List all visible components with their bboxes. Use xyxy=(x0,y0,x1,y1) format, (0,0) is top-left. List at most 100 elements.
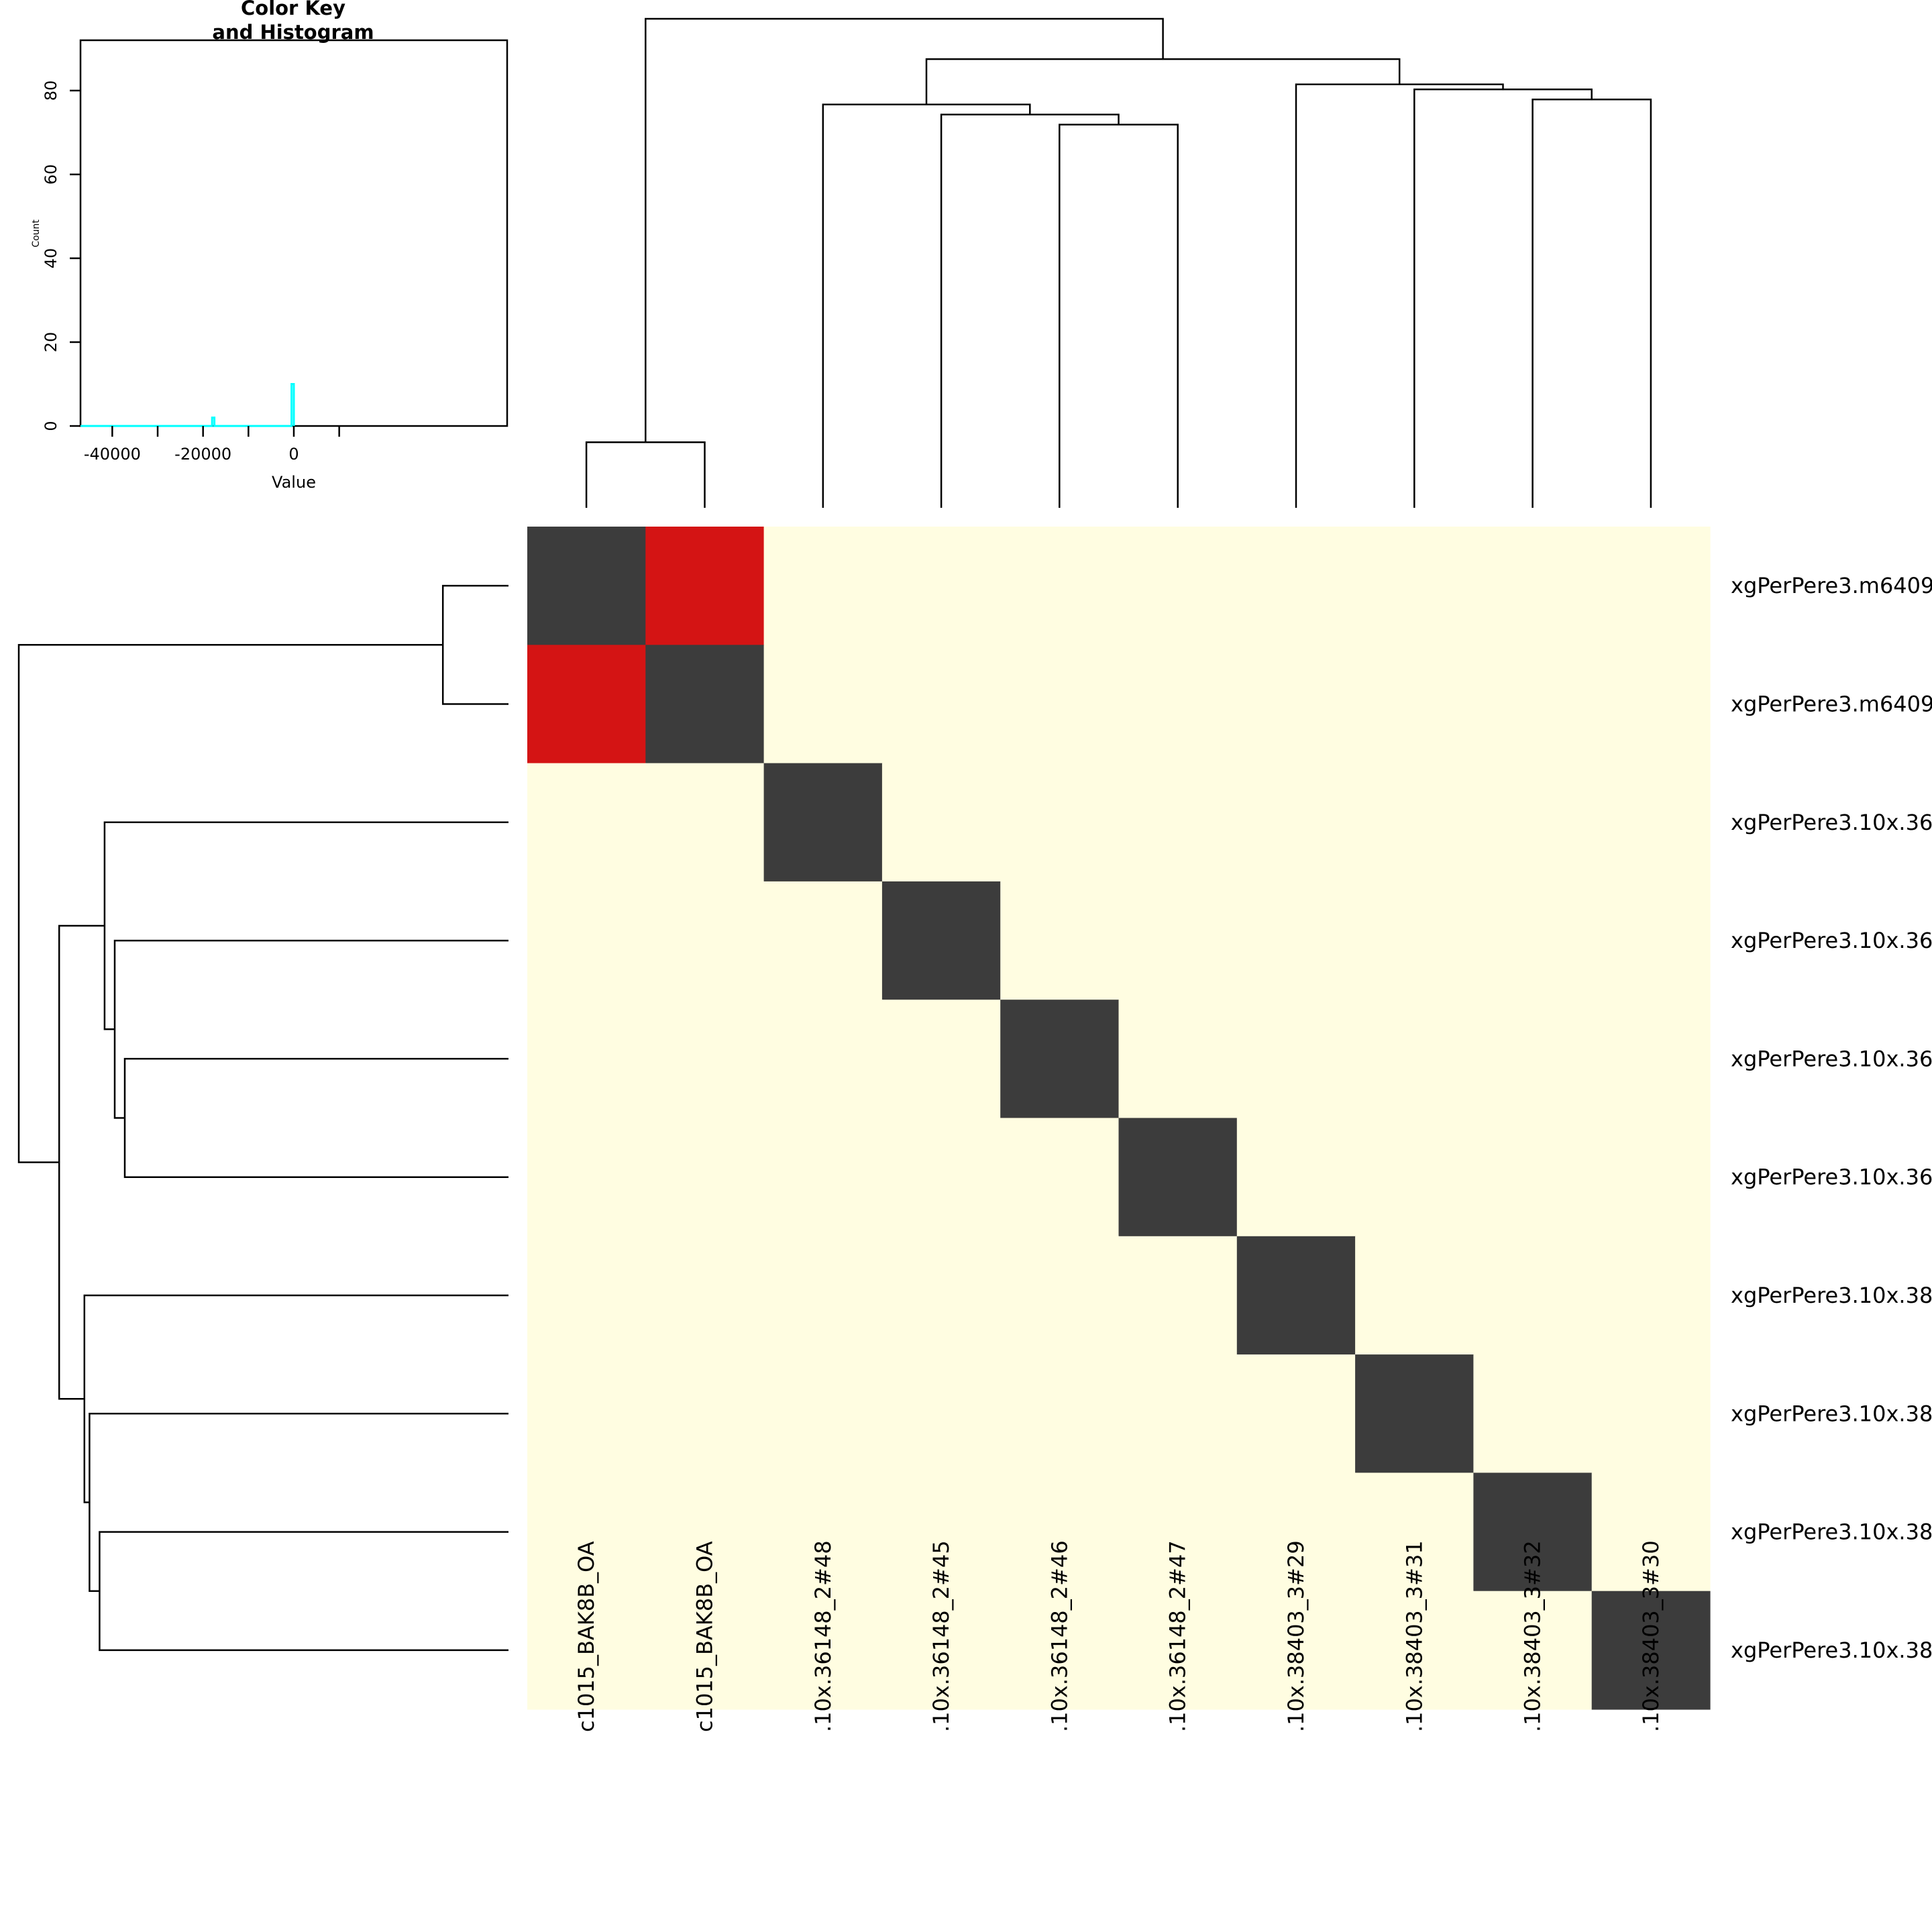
key-y-tick-label: 20 xyxy=(42,332,60,353)
heatmap-cell xyxy=(881,881,1001,1000)
heatmap-cell xyxy=(1355,1591,1474,1710)
key-y-tick-label: 40 xyxy=(42,248,60,269)
heatmap-cell xyxy=(1473,527,1593,645)
heatmap-cell xyxy=(1236,527,1356,645)
heatmap-cell xyxy=(1591,1000,1711,1119)
column-label: .10x.38403_3#32 xyxy=(1520,1540,1546,1732)
heatmap-cell xyxy=(1355,645,1474,764)
heatmap-cell xyxy=(1473,1118,1593,1237)
column-dendrogram-link xyxy=(822,103,1031,508)
heatmap-cell xyxy=(527,881,646,1000)
row-dendrogram-link xyxy=(99,1531,508,1652)
column-label: .10x.36148_2#45 xyxy=(928,1540,954,1732)
row-dendrogram-link xyxy=(83,1294,508,1503)
heatmap-cell xyxy=(645,527,765,645)
heatmap-cell xyxy=(527,1118,646,1237)
row-label: xgPerPere3.10x.36 xyxy=(1731,810,1932,835)
key-x-axis-label: Value xyxy=(272,473,316,492)
key-y-tick-label: 0 xyxy=(42,421,60,431)
heatmap-cell xyxy=(1236,1472,1356,1592)
heatmap-cell xyxy=(1000,1591,1120,1710)
heatmap-cell xyxy=(763,1000,883,1119)
column-dendrogram-link xyxy=(645,17,1164,443)
column-label: .10x.36148_2#46 xyxy=(1046,1540,1072,1732)
column-dendrogram-link xyxy=(925,58,1401,105)
heatmap-cell xyxy=(1591,527,1711,645)
heatmap-cell xyxy=(1118,1591,1238,1710)
heatmap-cell xyxy=(527,1236,646,1355)
heatmap-cell xyxy=(763,1354,883,1473)
key-plot-frame xyxy=(79,39,508,427)
heatmap-cell xyxy=(1473,1000,1593,1119)
heatmap-cell xyxy=(1236,881,1356,1000)
heatmap-cell xyxy=(1591,1118,1711,1237)
heatmap-cell xyxy=(763,645,883,764)
column-label: .10x.38403_3#31 xyxy=(1401,1540,1427,1732)
heatmap-cell xyxy=(1473,1591,1593,1710)
heatmap-cell xyxy=(1591,1236,1711,1355)
heatmap-cell xyxy=(1000,1236,1120,1355)
column-label: .10x.36148_2#48 xyxy=(810,1540,836,1732)
heatmap-cell xyxy=(1118,1000,1238,1119)
heatmap-cell xyxy=(1473,1236,1593,1355)
heatmap-cell xyxy=(881,1236,1001,1355)
heatmap-cell xyxy=(527,645,646,764)
row-dendrogram-link xyxy=(441,584,508,705)
column-label: c1015_BAK8B_OA xyxy=(574,1541,599,1732)
key-y-tick-label: 60 xyxy=(42,164,60,185)
column-dendrogram-link xyxy=(1059,123,1179,508)
heatmap-cell xyxy=(527,1591,646,1710)
row-label: xgPerPere3.10x.36 xyxy=(1731,1165,1932,1190)
column-dendrogram-link xyxy=(1295,83,1504,508)
key-title-line: Color Key xyxy=(241,0,345,19)
row-label: xgPerPere3.10x.36 xyxy=(1731,1046,1932,1071)
heatmap-cell xyxy=(1118,645,1238,764)
heatmap-cell xyxy=(1236,763,1356,882)
heatmap-cell xyxy=(1000,527,1120,645)
heatmap-cell xyxy=(881,1118,1001,1237)
heatmap-cell xyxy=(763,1236,883,1355)
row-label: xgPerPere3.10x.36 xyxy=(1731,928,1932,953)
heatmap-cell xyxy=(1591,881,1711,1000)
heatmap-cell xyxy=(1000,763,1120,882)
heatmap-cell xyxy=(763,1118,883,1237)
heatmap-cell xyxy=(645,645,765,764)
heatmap-cell xyxy=(1118,1236,1238,1355)
row-dendrogram-link xyxy=(89,1413,508,1592)
heatmap-cell xyxy=(1236,1000,1356,1119)
column-label: .10x.38403_3#30 xyxy=(1638,1540,1664,1732)
heatmap-cell xyxy=(881,1472,1001,1592)
heatmap-cell xyxy=(763,1591,883,1710)
column-dendrogram-link xyxy=(585,441,706,508)
heatmap-cell xyxy=(763,1472,883,1592)
heatmap-cell xyxy=(1118,1118,1238,1237)
heatmap-cell xyxy=(1000,645,1120,764)
key-x-tick-label: -40000 xyxy=(84,445,141,464)
heatmap-cell xyxy=(527,1000,646,1119)
heatmap-cell xyxy=(527,1472,646,1592)
heatmap-cell xyxy=(1591,763,1711,882)
heatmap-cell xyxy=(1236,645,1356,764)
heatmap-cell xyxy=(645,1118,765,1237)
key-histogram-line xyxy=(80,383,295,427)
heatmap-cell xyxy=(1355,1000,1474,1119)
heatmap-cell xyxy=(881,645,1001,764)
row-label: xgPerPere3.10x.38 xyxy=(1731,1638,1932,1663)
heatmap-cell xyxy=(645,1472,765,1592)
heatmap-cell xyxy=(881,1000,1001,1119)
row-dendrogram-link xyxy=(103,821,508,1030)
heatmap-cell xyxy=(1591,1354,1711,1473)
heatmap-cell xyxy=(1473,1472,1593,1592)
heatmap-cell xyxy=(763,763,883,882)
heatmap-cell xyxy=(645,763,765,882)
heatmap-cell xyxy=(1591,645,1711,764)
heatmap-cell xyxy=(1355,1472,1474,1592)
heatmap-cell xyxy=(1000,1354,1120,1473)
heatmap-cell xyxy=(763,527,883,645)
heatmap-cell xyxy=(1355,1118,1474,1237)
column-dendrogram-link xyxy=(940,113,1120,508)
row-label: xgPerPere3.m6409 xyxy=(1731,573,1932,598)
row-label: xgPerPere3.10x.38 xyxy=(1731,1401,1932,1426)
